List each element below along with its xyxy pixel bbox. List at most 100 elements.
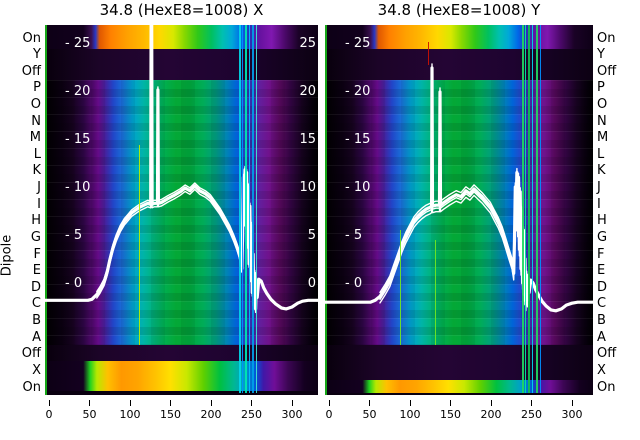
- row-label-left-l-7: L: [33, 146, 41, 162]
- row-label-right-n-5: N: [597, 113, 607, 129]
- row-label-left-n-5: N: [31, 113, 41, 129]
- row-label-left-d-15: D: [30, 279, 41, 295]
- trace-svg-y: [325, 63, 593, 313]
- panel-y-title: 34.8 (HexE8=1008) Y: [377, 1, 541, 19]
- row-label-right-l-7: L: [597, 146, 605, 162]
- x-tick-label: 300: [561, 408, 583, 421]
- trace-line: [379, 63, 530, 301]
- trace-svg-x: [45, 25, 318, 314]
- row-label-right-k-8: K: [597, 163, 606, 179]
- x-tick-label: 250: [241, 408, 262, 421]
- inner-tick-label-left: - 5: [345, 227, 363, 243]
- row-label-left-off-2: Off: [21, 63, 41, 79]
- heatmap-streak: [239, 25, 241, 393]
- heatmap-streak: [540, 25, 541, 393]
- row-label-left-h-11: H: [31, 213, 41, 229]
- heatmap-band-top-dark: [325, 49, 593, 80]
- row-label-right-y-1: Y: [597, 47, 605, 63]
- inner-tick-label-left: - 0: [65, 275, 83, 291]
- x-tick-label: 100: [399, 408, 421, 421]
- row-label-left-on-0: On: [22, 30, 41, 46]
- heatmap-streak: [400, 230, 401, 345]
- inner-tick-label-right: 5: [307, 227, 316, 243]
- row-label-right-b-17: B: [597, 313, 606, 329]
- row-label-right-o-4: O: [597, 96, 608, 112]
- heatmap-streak: [249, 25, 250, 393]
- row-label-right-x-20: X: [597, 362, 606, 378]
- row-label-right-e-14: E: [597, 263, 606, 279]
- x-tick: [450, 400, 451, 406]
- x-tick: [129, 400, 131, 406]
- inner-tick-label-left: - 25: [345, 35, 371, 51]
- heatmap-band-top-bright: [325, 25, 593, 49]
- x-tick: [531, 400, 532, 406]
- row-label-left-j-9: J: [37, 180, 41, 196]
- row-label-left-y-1: Y: [33, 47, 41, 63]
- row-label-right-p-3: P: [597, 80, 605, 96]
- row-label-right-off-19: Off: [597, 346, 617, 362]
- x-tick-label: 300: [281, 408, 303, 421]
- heatmap-streak: [528, 25, 530, 393]
- x-tick-label: 150: [160, 408, 181, 421]
- heatmap-band-top-dark: [45, 49, 318, 80]
- x-tick: [490, 400, 492, 406]
- row-label-left-x-20: X: [32, 362, 41, 378]
- panel-left-edge-line: [45, 25, 47, 395]
- trace-line: [96, 27, 258, 314]
- x-tick: [170, 400, 171, 406]
- row-label-right-c-16: C: [597, 296, 607, 312]
- x-tick: [571, 400, 573, 406]
- x-tick: [328, 400, 330, 406]
- left-row-labels: On Y Off P O N M L K J I H G F E D C B A Off X On: [0, 0, 41, 440]
- x-tick: [409, 400, 411, 406]
- row-label-left-k-8: K: [32, 163, 41, 179]
- x-tick-label: 0: [45, 408, 53, 421]
- row-label-right-j-9: J: [597, 180, 601, 196]
- inner-tick-label-right: 0: [307, 275, 316, 291]
- inner-tick-label-right: 15: [299, 131, 316, 147]
- row-label-left-o-4: O: [30, 96, 41, 112]
- heatmap-streak: [532, 25, 533, 393]
- heatmap-panel-y: - 25 - 20 - 15 - 10 - 5 - 0: [325, 25, 593, 395]
- x-tick: [251, 400, 252, 406]
- inner-tick-label-left: - 20: [345, 83, 371, 99]
- row-label-left-b-17: B: [32, 313, 41, 329]
- x-tick: [291, 400, 293, 406]
- row-label-right-f-13: F: [597, 246, 605, 262]
- row-label-left-off-19: Off: [21, 346, 41, 362]
- x-tick: [48, 400, 50, 406]
- trace-line: [45, 25, 318, 311]
- x-tick: [210, 400, 212, 406]
- row-label-left-e-14: E: [32, 263, 41, 279]
- heatmap-streak: [245, 25, 247, 393]
- row-label-right-on-21: On: [597, 379, 616, 395]
- inner-tick-label-left: - 15: [65, 131, 91, 147]
- heatmap-streak: [522, 25, 524, 393]
- right-row-labels: On Y Off P O N M L K J I H G F E D C B A Off X On: [597, 0, 640, 440]
- heatmap-band-bottom-dark: [325, 345, 593, 380]
- row-label-left-p-3: P: [33, 80, 41, 96]
- row-label-right-a-18: A: [597, 329, 606, 345]
- heatmap-streak: [139, 145, 140, 345]
- row-label-left-on-21: On: [22, 379, 41, 395]
- heatmap-streak: [525, 25, 526, 393]
- inner-tick-label-right: 20: [299, 83, 316, 99]
- heatmap-band-bottom-bright: [325, 380, 593, 393]
- row-label-left-a-18: A: [32, 329, 41, 345]
- x-tick-label: 200: [200, 408, 222, 421]
- row-label-right-on-0: On: [597, 30, 616, 46]
- x-tick-label: 250: [521, 408, 542, 421]
- trace-line: [379, 70, 530, 308]
- inner-tick-label-left: - 15: [345, 131, 371, 147]
- heatmap-streak: [256, 25, 257, 393]
- row-label-left-g-12: G: [30, 229, 41, 245]
- x-tick-label: 0: [325, 408, 333, 421]
- heatmap-streak: [428, 42, 429, 65]
- heatmap-band-bottom-bright: [45, 361, 318, 391]
- x-tick-label: 150: [440, 408, 461, 421]
- inner-tick-label-right: 10: [299, 179, 316, 195]
- row-label-left-f-13: F: [33, 246, 41, 262]
- heatmap-streak: [435, 240, 436, 345]
- heatmap-streak: [242, 25, 243, 393]
- x-axis-panel-y: 0 50 100 150 200 250 300: [325, 396, 593, 430]
